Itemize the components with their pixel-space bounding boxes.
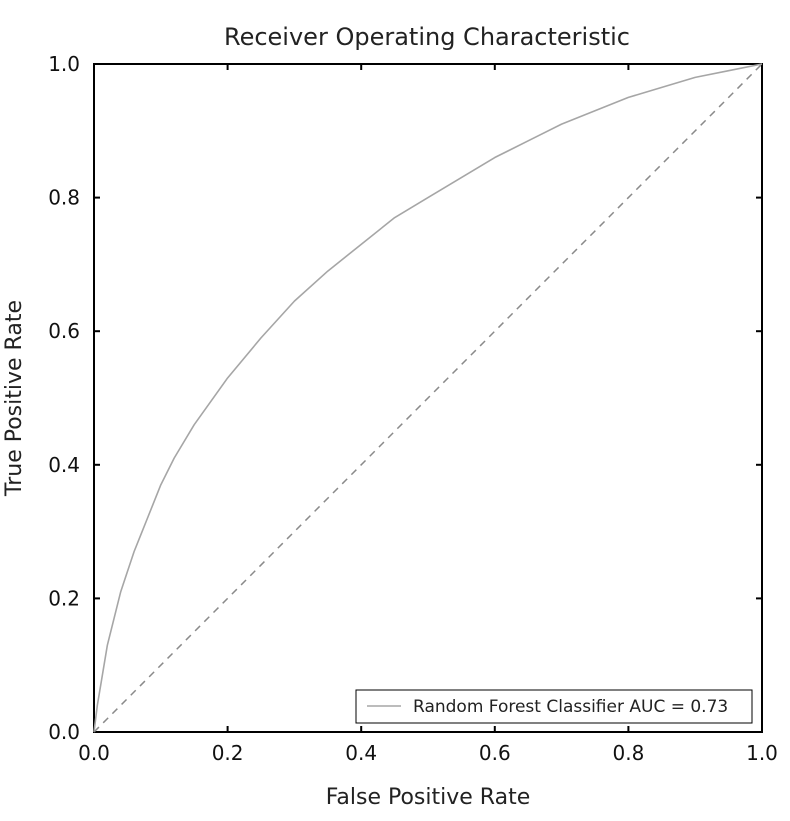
x-tick-label: 0.6 xyxy=(479,741,511,765)
x-tick-label: 1.0 xyxy=(746,741,778,765)
y-tick-label: 0.4 xyxy=(48,453,80,477)
y-tick-label: 0.2 xyxy=(48,586,80,610)
chance-diagonal-line xyxy=(93,63,763,733)
y-tick-label: 0.8 xyxy=(48,186,80,210)
x-tick-label: 0.2 xyxy=(212,741,244,765)
y-tick-label: 0.6 xyxy=(48,319,80,343)
y-axis-label: True Positive Rate xyxy=(2,300,27,497)
x-tick-label: 0.8 xyxy=(612,741,644,765)
plot-area xyxy=(93,63,763,733)
y-tick-label: 1.0 xyxy=(48,52,80,76)
chart-title: Receiver Operating Characteristic xyxy=(224,23,630,51)
y-tick-label: 0.0 xyxy=(48,720,80,744)
series-layer xyxy=(93,63,763,733)
x-tick-label: 0.0 xyxy=(78,741,110,765)
x-axis-label: False Positive Rate xyxy=(326,785,530,810)
plot-frame xyxy=(93,63,763,733)
x-tick-label: 0.4 xyxy=(345,741,377,765)
roc-curve-line xyxy=(93,63,763,733)
y-axis: 0.0 0.2 0.4 0.6 0.8 1.0 xyxy=(48,52,762,744)
legend-box xyxy=(355,689,753,724)
legend-label-series-1: Random Forest Classifier AUC = 0.73 xyxy=(413,697,728,717)
legend: Random Forest Classifier AUC = 0.73 xyxy=(355,689,753,724)
x-axis: 0.0 0.2 0.4 0.6 0.8 1.0 xyxy=(78,64,778,765)
